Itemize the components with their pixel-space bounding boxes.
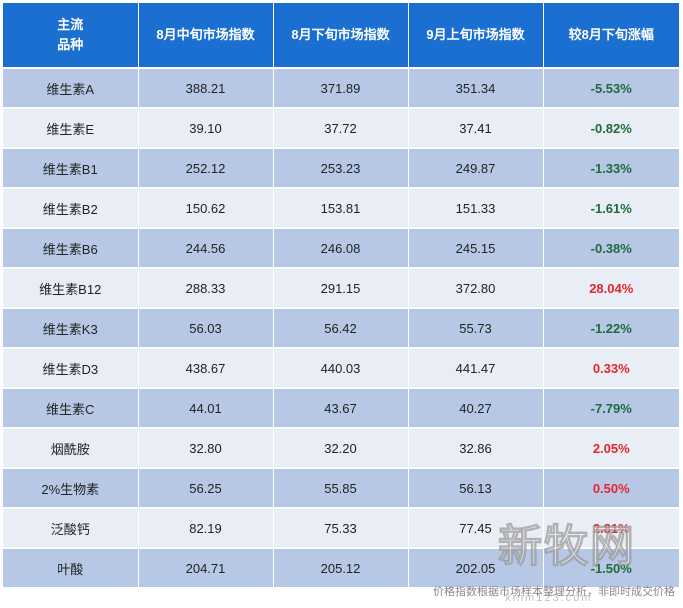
variety-cell: 2%生物素 [3, 467, 139, 508]
early-september-cell: 40.27 [408, 387, 544, 428]
header-variety: 主流 品种 [3, 3, 139, 68]
table-row: 维生素B1 252.12 253.23 249.87 -1.33% [3, 147, 679, 188]
mid-august-cell: 56.03 [138, 307, 274, 348]
variety-cell: 维生素B6 [3, 227, 139, 268]
table-row: 维生素B2 150.62 153.81 151.33 -1.61% [3, 187, 679, 228]
footnote: 价格指数根据市场样本整理分析，非即时成交价格 [433, 586, 675, 598]
header-row: 主流 品种 8月中旬市场指数 8月下旬市场指数 9月上旬市场指数 较8月下旬涨幅 [3, 3, 679, 68]
variety-cell: 叶酸 [3, 547, 139, 587]
variety-cell: 维生素B1 [3, 147, 139, 188]
early-september-cell: 245.15 [408, 227, 544, 268]
early-september-cell: 249.87 [408, 147, 544, 188]
variety-cell: 维生素B12 [3, 267, 139, 308]
header-variety-label: 主流 品种 [57, 17, 84, 52]
early-september-cell: 372.80 [408, 267, 544, 308]
variety-cell: 维生素A [3, 67, 139, 108]
change-cell: -1.61% [543, 187, 679, 228]
table-row: 维生素B12 288.33 291.15 372.80 28.04% [3, 267, 679, 308]
mid-august-cell: 44.01 [138, 387, 274, 428]
early-september-cell: 32.86 [408, 427, 544, 468]
change-cell: -0.82% [543, 107, 679, 148]
change-cell: -7.79% [543, 387, 679, 428]
late-august-cell: 205.12 [273, 547, 409, 587]
table-row: 泛酸钙 82.19 75.33 77.45 2.81% [3, 507, 679, 548]
mid-august-cell: 388.21 [138, 67, 274, 108]
early-september-cell: 77.45 [408, 507, 544, 548]
late-august-cell: 291.15 [273, 267, 409, 308]
change-cell: 0.33% [543, 347, 679, 388]
early-september-cell: 55.73 [408, 307, 544, 348]
early-september-cell: 441.47 [408, 347, 544, 388]
mid-august-cell: 288.33 [138, 267, 274, 308]
mid-august-cell: 56.25 [138, 467, 274, 508]
variety-cell: 维生素E [3, 107, 139, 148]
late-august-cell: 55.85 [273, 467, 409, 508]
late-august-cell: 440.03 [273, 347, 409, 388]
mid-august-cell: 150.62 [138, 187, 274, 228]
price-index-table: 主流 品种 8月中旬市场指数 8月下旬市场指数 9月上旬市场指数 较8月下旬涨幅… [3, 3, 679, 587]
mid-august-cell: 438.67 [138, 347, 274, 388]
header-change: 较8月下旬涨幅 [543, 3, 679, 68]
watermark-url: xinm123.com [505, 592, 593, 604]
late-august-cell: 56.42 [273, 307, 409, 348]
change-cell: -1.50% [543, 547, 679, 587]
table-row: 叶酸 204.71 205.12 202.05 -1.50% [3, 547, 679, 587]
change-cell: 28.04% [543, 267, 679, 308]
table-row: 烟酰胺 32.80 32.20 32.86 2.05% [3, 427, 679, 468]
variety-cell: 泛酸钙 [3, 507, 139, 548]
late-august-cell: 371.89 [273, 67, 409, 108]
mid-august-cell: 39.10 [138, 107, 274, 148]
early-september-cell: 151.33 [408, 187, 544, 228]
header-early-september: 9月上旬市场指数 [408, 3, 544, 68]
table-row: 维生素A 388.21 371.89 351.34 -5.53% [3, 67, 679, 108]
mid-august-cell: 204.71 [138, 547, 274, 587]
variety-cell: 维生素C [3, 387, 139, 428]
late-august-cell: 246.08 [273, 227, 409, 268]
late-august-cell: 253.23 [273, 147, 409, 188]
change-cell: -1.22% [543, 307, 679, 348]
change-cell: 2.05% [543, 427, 679, 468]
late-august-cell: 32.20 [273, 427, 409, 468]
table-row: 2%生物素 56.25 55.85 56.13 0.50% [3, 467, 679, 508]
change-cell: -1.33% [543, 147, 679, 188]
table-row: 维生素K3 56.03 56.42 55.73 -1.22% [3, 307, 679, 348]
late-august-cell: 153.81 [273, 187, 409, 228]
change-cell: 0.50% [543, 467, 679, 508]
early-september-cell: 56.13 [408, 467, 544, 508]
header-mid-august: 8月中旬市场指数 [138, 3, 274, 68]
mid-august-cell: 252.12 [138, 147, 274, 188]
variety-cell: 维生素B2 [3, 187, 139, 228]
change-cell: -0.38% [543, 227, 679, 268]
table-row: 维生素B6 244.56 246.08 245.15 -0.38% [3, 227, 679, 268]
early-september-cell: 202.05 [408, 547, 544, 587]
late-august-cell: 43.67 [273, 387, 409, 428]
variety-cell: 维生素K3 [3, 307, 139, 348]
table-row: 维生素D3 438.67 440.03 441.47 0.33% [3, 347, 679, 388]
early-september-cell: 351.34 [408, 67, 544, 108]
table-row: 维生素E 39.10 37.72 37.41 -0.82% [3, 107, 679, 148]
mid-august-cell: 32.80 [138, 427, 274, 468]
variety-cell: 维生素D3 [3, 347, 139, 388]
change-cell: 2.81% [543, 507, 679, 548]
mid-august-cell: 82.19 [138, 507, 274, 548]
table-body: 维生素A 388.21 371.89 351.34 -5.53% 维生素E 39.10 37.… [3, 67, 679, 587]
early-september-cell: 37.41 [408, 107, 544, 148]
variety-cell: 烟酰胺 [3, 427, 139, 468]
late-august-cell: 75.33 [273, 507, 409, 548]
mid-august-cell: 244.56 [138, 227, 274, 268]
header-late-august: 8月下旬市场指数 [273, 3, 409, 68]
table-row: 维生素C 44.01 43.67 40.27 -7.79% [3, 387, 679, 428]
late-august-cell: 37.72 [273, 107, 409, 148]
change-cell: -5.53% [543, 67, 679, 108]
